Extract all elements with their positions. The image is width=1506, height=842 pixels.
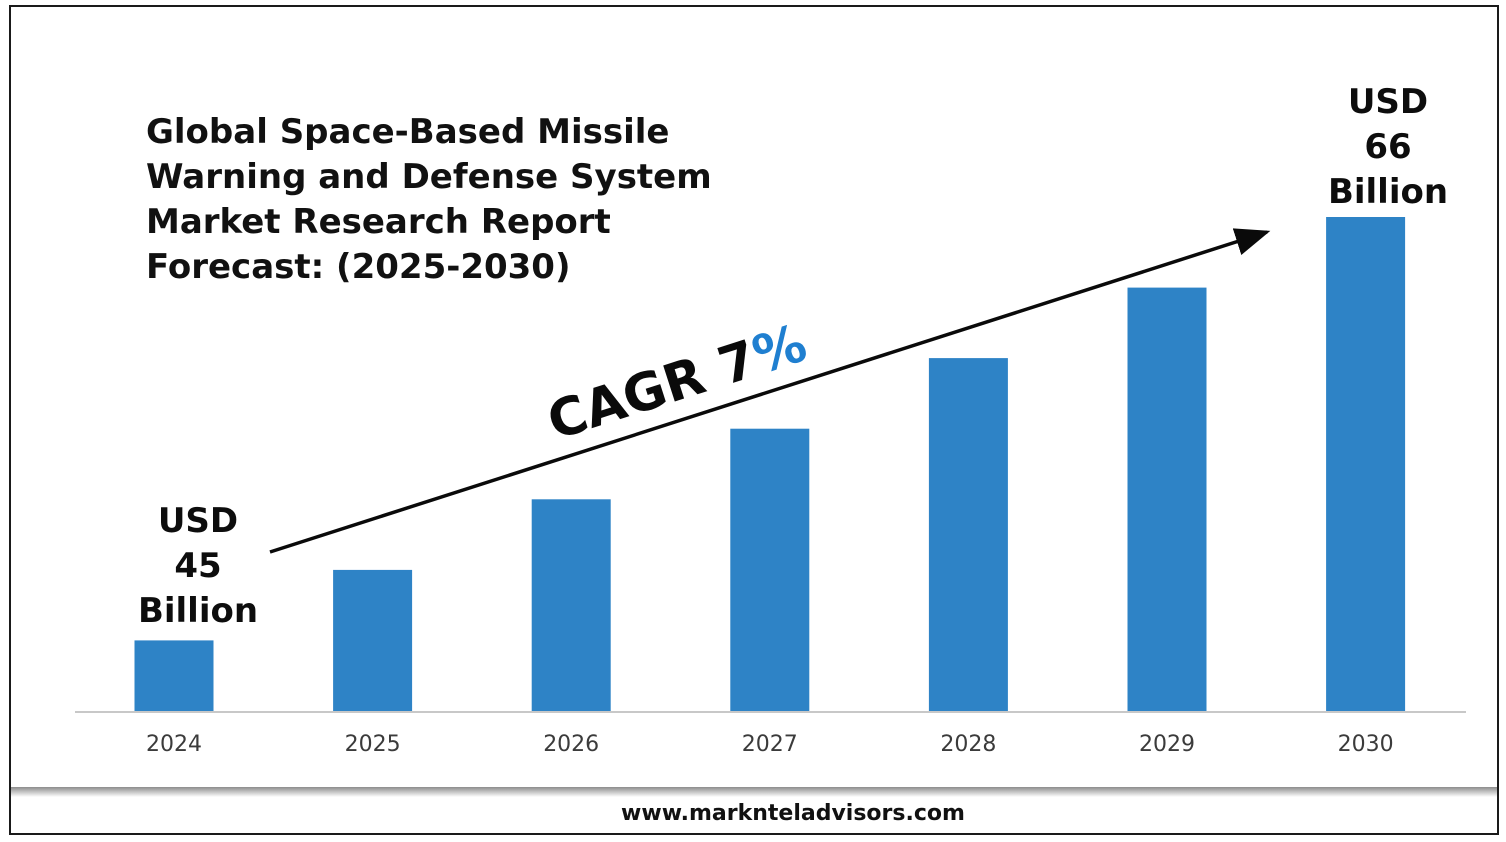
x-tick-label-2030: 2030 bbox=[1338, 732, 1394, 757]
outer-border bbox=[9, 5, 1499, 835]
title-line-4: Forecast: (2025-2030) bbox=[146, 247, 571, 287]
chart-title: Global Space-Based Missile Warning and D… bbox=[146, 112, 712, 287]
title-line-1: Global Space-Based Missile bbox=[146, 112, 669, 152]
x-axis-ticks: 2024 2025 2026 2027 2028 2029 2030 bbox=[146, 732, 1394, 757]
bar-series bbox=[134, 217, 1406, 711]
bar-2024 bbox=[134, 640, 214, 711]
bar-2029 bbox=[1127, 287, 1207, 711]
x-tick-label-2028: 2028 bbox=[940, 732, 996, 757]
x-tick-label-2024: 2024 bbox=[146, 732, 202, 757]
title-line-3: Market Research Report bbox=[146, 202, 611, 242]
bar-2030 bbox=[1326, 217, 1406, 711]
bar-2027 bbox=[730, 428, 810, 711]
x-tick-label-2029: 2029 bbox=[1139, 732, 1195, 757]
bar-2026 bbox=[531, 499, 611, 711]
end-callout-line-3: Billion bbox=[1328, 172, 1448, 212]
end-value-callout: USD 66 Billion bbox=[1328, 82, 1448, 212]
bar-2025 bbox=[333, 569, 413, 711]
cagr-arrow bbox=[269, 228, 1271, 554]
x-tick-label-2026: 2026 bbox=[543, 732, 599, 757]
start-value-callout: USD 45 Billion bbox=[138, 501, 258, 631]
x-tick-label-2027: 2027 bbox=[742, 732, 798, 757]
footer-divider-shade bbox=[11, 787, 1497, 797]
title-line-2: Warning and Defense System bbox=[146, 157, 712, 197]
bar-2028 bbox=[928, 358, 1008, 711]
end-callout-line-2: 66 bbox=[1364, 127, 1411, 167]
x-tick-label-2025: 2025 bbox=[345, 732, 401, 757]
start-callout-line-3: Billion bbox=[138, 591, 258, 631]
start-callout-line-2: 45 bbox=[174, 546, 221, 586]
end-callout-line-1: USD bbox=[1348, 82, 1428, 122]
footer-url: www.marknteladvisors.com bbox=[621, 801, 965, 826]
start-callout-line-1: USD bbox=[158, 501, 238, 541]
